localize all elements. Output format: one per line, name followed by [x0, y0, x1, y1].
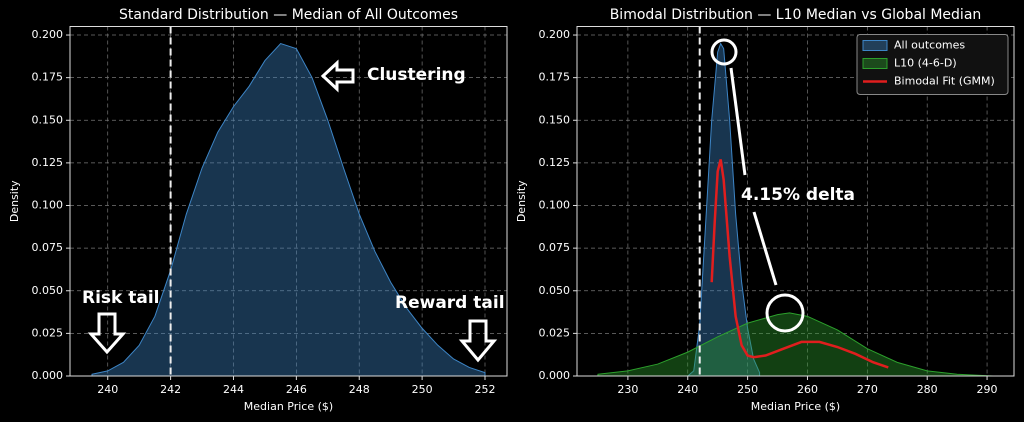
- annotation: Risk tail: [82, 288, 160, 308]
- y-tick-label: 0.050: [539, 284, 571, 297]
- legend-label: Bimodal Fit (GMM): [894, 75, 995, 88]
- x-tick-label: 240: [97, 383, 118, 396]
- y-tick-label: 0.125: [32, 156, 64, 169]
- legend-label: L10 (4-6-D): [894, 57, 957, 70]
- x-tick-label: 240: [677, 383, 698, 396]
- x-axis-label: Median Price ($): [751, 400, 840, 413]
- callout-shape: [729, 67, 747, 176]
- y-tick-label: 0.100: [32, 199, 64, 212]
- y-axis-label: Density: [8, 180, 21, 222]
- density-area: [91, 42, 486, 377]
- callout-shape: [458, 319, 498, 363]
- density-area: [686, 42, 761, 377]
- legend-swatch: [862, 58, 888, 69]
- x-tick-label: 248: [349, 383, 370, 396]
- y-tick-label: 0.075: [32, 241, 64, 254]
- legend-swatch: [862, 40, 888, 51]
- axes-frame: [69, 26, 508, 377]
- x-tick-label: 260: [797, 383, 818, 396]
- annotation: 4.15% delta: [741, 185, 855, 205]
- x-tick-label: 244: [223, 383, 244, 396]
- y-tick-label: 0.000: [539, 369, 571, 382]
- x-tick-label: 230: [617, 383, 638, 396]
- annotation: Reward tail: [395, 293, 505, 313]
- x-tick-label: 270: [857, 383, 878, 396]
- x-tick-label: 252: [474, 383, 495, 396]
- y-tick-label: 0.200: [539, 28, 571, 41]
- y-tick-label: 0.150: [539, 113, 571, 126]
- chart-title: Bimodal Distribution — L10 Median vs Glo…: [610, 7, 982, 23]
- callout-shape: [320, 59, 355, 93]
- chart-title: Standard Distribution — Median of All Ou…: [119, 7, 458, 23]
- callout-shape: [87, 312, 127, 355]
- annotation: Clustering: [367, 65, 466, 85]
- y-tick-label: 0.175: [32, 71, 64, 84]
- y-tick-label: 0.125: [539, 156, 571, 169]
- y-tick-label: 0.200: [32, 28, 64, 41]
- y-tick-label: 0.150: [32, 113, 64, 126]
- axes-frame: [576, 26, 1015, 377]
- callout-shape: [752, 211, 778, 286]
- y-tick-label: 0.175: [539, 71, 571, 84]
- x-tick-label: 250: [737, 383, 758, 396]
- x-tick-label: 290: [977, 383, 998, 396]
- x-tick-label: 280: [917, 383, 938, 396]
- fit-line: [710, 159, 889, 369]
- x-tick-label: 242: [160, 383, 181, 396]
- x-axis-label: Median Price ($): [244, 400, 333, 413]
- y-tick-label: 0.025: [539, 326, 571, 339]
- y-tick-label: 0.075: [539, 241, 571, 254]
- y-tick-label: 0.050: [32, 284, 64, 297]
- x-tick-label: 246: [286, 383, 307, 396]
- legend-box: [856, 34, 1009, 95]
- y-axis-label: Density: [515, 180, 528, 222]
- y-tick-label: 0.025: [32, 326, 64, 339]
- x-tick-label: 250: [412, 383, 433, 396]
- callout-shape: [765, 293, 805, 333]
- y-tick-label: 0.100: [539, 199, 571, 212]
- callout-shape: [710, 38, 738, 66]
- y-tick-label: 0.000: [32, 369, 64, 382]
- legend-label: All outcomes: [894, 39, 965, 52]
